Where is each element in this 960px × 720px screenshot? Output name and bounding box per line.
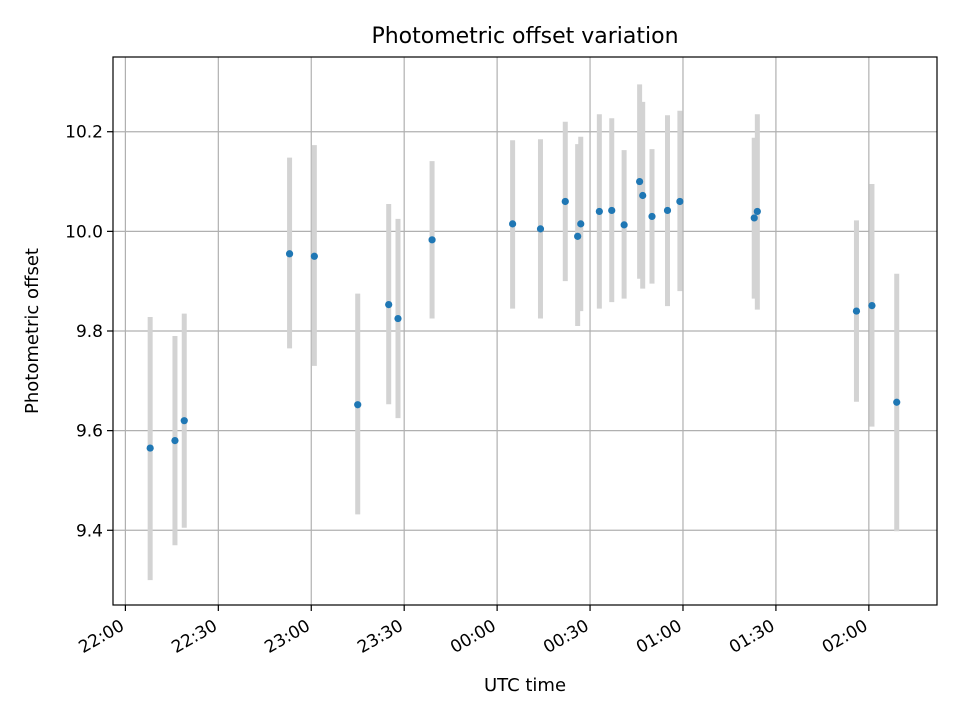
y-axis-label: Photometric offset	[22, 248, 43, 414]
data-point	[285, 250, 294, 258]
data-point	[385, 300, 393, 309]
data-point	[753, 207, 761, 216]
data-point	[595, 207, 603, 216]
data-point	[310, 252, 318, 260]
data-point	[428, 236, 436, 244]
data-point	[868, 301, 876, 310]
data-point	[561, 197, 569, 206]
data-point	[146, 444, 154, 452]
y-tick-label: 9.4	[76, 521, 103, 541]
data-point	[750, 214, 758, 222]
y-tick-label: 10.2	[65, 123, 103, 143]
x-axis-label: UTC time	[484, 675, 566, 696]
data-point	[171, 437, 179, 445]
data-point	[852, 307, 861, 315]
data-point	[180, 417, 188, 425]
data-point	[639, 191, 647, 200]
data-point	[893, 398, 901, 406]
grid-lines	[113, 57, 937, 605]
data-point	[636, 177, 644, 186]
data-points	[146, 177, 901, 452]
data-point	[536, 225, 545, 233]
data-point	[577, 220, 585, 228]
y-tick-label: 9.6	[76, 422, 103, 442]
data-point	[676, 197, 684, 206]
data-point	[620, 221, 628, 229]
data-point	[648, 212, 656, 221]
data-point	[608, 206, 616, 215]
chart-title: Photometric offset variation	[371, 24, 678, 49]
data-point	[354, 401, 362, 409]
y-tick-label: 9.8	[76, 322, 103, 342]
data-point	[509, 220, 517, 228]
y-tick-label: 10.0	[65, 222, 103, 242]
data-point	[394, 314, 402, 323]
data-point	[663, 206, 672, 215]
data-point	[574, 232, 582, 240]
